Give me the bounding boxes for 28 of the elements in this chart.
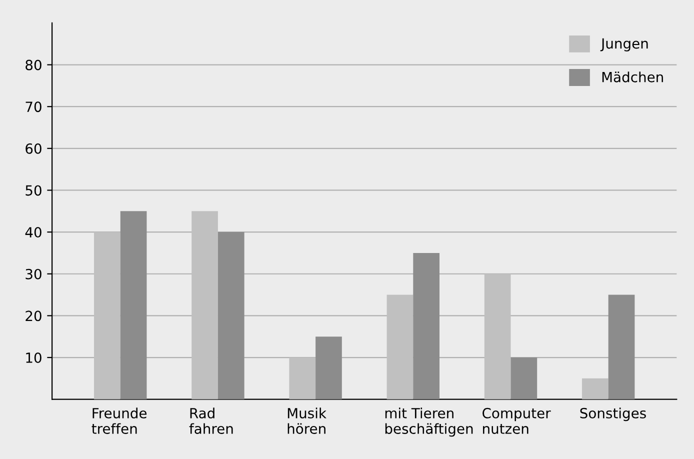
legend-label: Jungen [600, 38, 648, 52]
x-tick-label: Sonstiges [580, 408, 646, 422]
y-tick-label: 60 [26, 143, 42, 154]
y-tick-label: 80 [26, 60, 42, 70]
x-tick-label: Computer nutzen [482, 408, 551, 434]
x-tick-label: Rad fahren [189, 408, 233, 434]
y-tick-label: 30 [26, 268, 42, 280]
y-tick-label: 40 [25, 227, 42, 238]
y-tick-label: 70 [26, 102, 42, 112]
y-tick-label: 50 [26, 185, 42, 196]
bar [120, 211, 147, 400]
bar [582, 378, 608, 400]
y-tick-label: 10 [26, 352, 42, 363]
bar [413, 252, 440, 400]
bar [218, 232, 244, 400]
x-tick-label: mit Tieren beschäftigen [385, 408, 473, 437]
bar [192, 211, 218, 400]
legend-label: Mädchen [602, 72, 663, 82]
bar [510, 358, 538, 400]
bar [608, 294, 635, 400]
x-tick-label: Freunde treffen [92, 408, 147, 434]
bar [386, 294, 414, 400]
y-tick-label: 20 [26, 310, 42, 322]
bar [484, 274, 511, 400]
bar [316, 336, 342, 400]
bar [94, 232, 120, 400]
x-tick-label: Musik hören [288, 408, 326, 434]
bar [289, 358, 316, 400]
